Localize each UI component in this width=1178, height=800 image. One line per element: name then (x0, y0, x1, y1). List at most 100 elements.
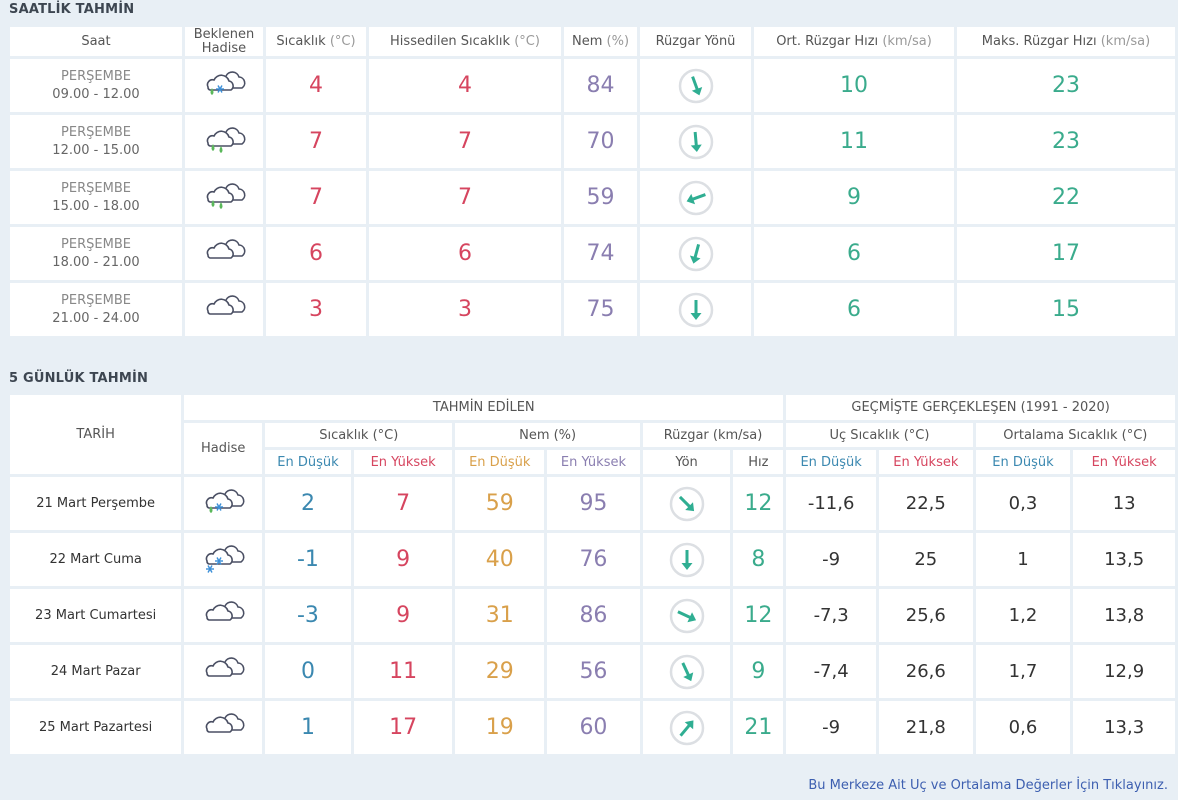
wind-speed: 8 (733, 533, 784, 586)
temp-high: 9 (353, 533, 453, 586)
humidity-high: 60 (547, 701, 640, 754)
temperature: 4 (266, 59, 366, 112)
date: 21 Mart Perşembe (10, 477, 182, 530)
average-low: 0,3 (975, 477, 1071, 530)
header-sicaklik-low: En Düşük (265, 450, 351, 474)
average-high: 13,8 (1073, 589, 1175, 642)
hourly-row: PERŞEMBE 18.00 - 21.00 6 6 74 6 17 (10, 227, 1175, 280)
wind-avg: 6 (754, 227, 954, 280)
wind-max: 23 (957, 115, 1175, 168)
average-high: 12,9 (1073, 645, 1175, 698)
humidity: 75 (564, 283, 637, 336)
daily-row: 25 Mart Pazartesi 1 17 19 60 21 -9 21,8 … (10, 701, 1175, 754)
temp-high: 9 (353, 589, 453, 642)
cloudy-icon (184, 645, 263, 698)
time-range: 09.00 - 12.00 (52, 86, 140, 102)
wind-max: 23 (957, 59, 1175, 112)
header-hiz: Hız (733, 450, 784, 474)
rain-snow-icon (184, 477, 263, 530)
temp-low: 1 (265, 701, 351, 754)
temp-low: 2 (265, 477, 351, 530)
wind-max: 17 (957, 227, 1175, 280)
temperature: 6 (266, 227, 366, 280)
header-sicaklik-high: En Yüksek (353, 450, 453, 474)
humidity-low: 59 (455, 477, 545, 530)
header-hadise: Hadise (184, 423, 263, 474)
header-hadise: Beklenen Hadise (185, 27, 263, 56)
day-label: PERŞEMBE (61, 236, 131, 252)
extreme-low: -7,4 (786, 645, 876, 698)
wind-max: 15 (957, 283, 1175, 336)
temperature: 7 (266, 115, 366, 168)
time-cell: PERŞEMBE 18.00 - 21.00 (10, 227, 182, 280)
wind-direction-arrow-icon (642, 533, 731, 586)
average-low: 1,7 (975, 645, 1071, 698)
header-saat: Saat (10, 27, 182, 56)
date: 23 Mart Cumartesi (10, 589, 182, 642)
extreme-high: 26,6 (878, 645, 973, 698)
extreme-high: 22,5 (878, 477, 973, 530)
temp-low: 0 (265, 645, 351, 698)
wind-direction-arrow-icon (640, 59, 751, 112)
header-ort-low: En Düşük (975, 450, 1071, 474)
header-sicaklik: Sıcaklık (°C) (265, 423, 453, 447)
header-uc-sicaklik: Uç Sıcaklık (°C) (786, 423, 973, 447)
humidity: 74 (564, 227, 637, 280)
hourly-row: PERŞEMBE 15.00 - 18.00 7 7 59 9 22 (10, 171, 1175, 224)
temp-low: -3 (265, 589, 351, 642)
time-cell: PERŞEMBE 12.00 - 15.00 (10, 115, 182, 168)
humidity-low: 31 (455, 589, 545, 642)
hourly-forecast-table: Saat Beklenen Hadise Sıcaklık (°C) Hisse… (7, 24, 1178, 339)
humidity-low: 29 (455, 645, 545, 698)
wind-avg: 9 (754, 171, 954, 224)
feels-like: 3 (369, 283, 561, 336)
wind-direction-arrow-icon (640, 227, 751, 280)
wind-avg: 10 (754, 59, 954, 112)
average-high: 13 (1073, 477, 1175, 530)
header-ruzgar: Rüzgar (km/sa) (642, 423, 784, 447)
extreme-low: -9 (786, 701, 876, 754)
header-nem: Nem (%) (564, 27, 637, 56)
header-gecmiste: GEÇMİŞTE GERÇEKLEŞEN (1991 - 2020) (786, 395, 1175, 420)
daily-row: 21 Mart Perşembe 2 7 59 95 12 -11,6 22,5… (10, 477, 1175, 530)
humidity: 70 (564, 115, 637, 168)
cloudy-icon (185, 227, 263, 280)
wind-direction-arrow-icon (640, 115, 751, 168)
daily-forecast-table: TARİH TAHMİN EDİLEN GEÇMİŞTE GERÇEKLEŞEN… (7, 392, 1178, 757)
wind-max: 22 (957, 171, 1175, 224)
rain-icon (185, 115, 263, 168)
temp-high: 7 (353, 477, 453, 530)
extreme-low: -11,6 (786, 477, 876, 530)
daily-row: 22 Mart Cuma -1 9 40 76 8 -9 25 1 13,5 (10, 533, 1175, 586)
header-yon: Yön (642, 450, 731, 474)
hourly-row: PERŞEMBE 12.00 - 15.00 7 7 70 11 23 (10, 115, 1175, 168)
average-low: 1 (975, 533, 1071, 586)
wind-speed: 12 (733, 589, 784, 642)
hourly-row: PERŞEMBE 21.00 - 24.00 3 3 75 6 15 (10, 283, 1175, 336)
feels-like: 4 (369, 59, 561, 112)
rain-snow-icon (185, 59, 263, 112)
wind-avg: 6 (754, 283, 954, 336)
header-ortalama-sicaklik: Ortalama Sıcaklık (°C) (975, 423, 1175, 447)
temp-high: 17 (353, 701, 453, 754)
wind-direction-arrow-icon (642, 589, 731, 642)
header-tarih: TARİH (10, 395, 182, 474)
average-high: 13,5 (1073, 533, 1175, 586)
time-range: 18.00 - 21.00 (52, 254, 140, 270)
header-nem-low: En Düşük (455, 450, 545, 474)
daily-row: 23 Mart Cumartesi -3 9 31 86 12 -7,3 25,… (10, 589, 1175, 642)
historical-values-link[interactable]: Bu Merkeze Ait Uç ve Ortalama Değerler İ… (808, 778, 1168, 793)
wind-speed: 21 (733, 701, 784, 754)
wind-direction-arrow-icon (640, 171, 751, 224)
extreme-high: 25,6 (878, 589, 973, 642)
header-maks-ruzgar: Maks. Rüzgar Hızı (km/sa) (957, 27, 1175, 56)
humidity-low: 19 (455, 701, 545, 754)
hourly-title: SAATLİK TAHMİN (9, 2, 135, 17)
time-cell: PERŞEMBE 21.00 - 24.00 (10, 283, 182, 336)
humidity-high: 76 (547, 533, 640, 586)
temperature: 3 (266, 283, 366, 336)
humidity-low: 40 (455, 533, 545, 586)
time-range: 12.00 - 15.00 (52, 142, 140, 158)
cloudy-icon (184, 701, 263, 754)
cloudy-icon (184, 589, 263, 642)
